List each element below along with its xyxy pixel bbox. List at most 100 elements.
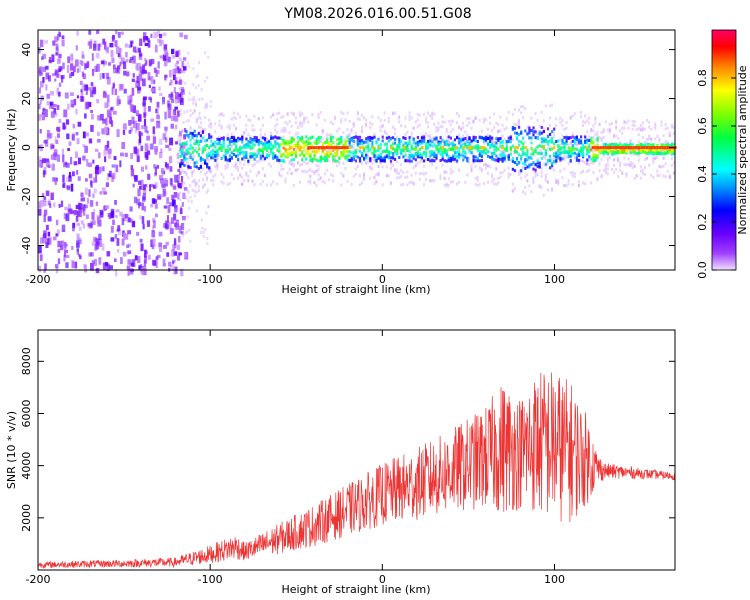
spectrogram-cell xyxy=(664,127,667,131)
spectrogram-cell xyxy=(319,176,322,180)
spectrogram-cell xyxy=(356,155,359,159)
spectrogram-cell xyxy=(150,33,153,38)
spectrogram-cell xyxy=(181,181,184,184)
spectrogram-cell xyxy=(505,139,508,143)
spectrogram-cell xyxy=(109,42,114,48)
spectrogram-cell xyxy=(352,150,355,154)
spectrogram-cell xyxy=(76,95,79,99)
spectrogram-cell xyxy=(128,129,132,134)
spectrogram-cell xyxy=(462,146,465,150)
spectrogram-cell xyxy=(247,118,250,122)
spectrogram-cell xyxy=(208,146,211,149)
spectrogram-cell xyxy=(191,170,194,174)
spectrogram-cell xyxy=(179,108,182,112)
spectrogram-cell xyxy=(470,167,473,170)
spectrogram-cell xyxy=(253,183,256,187)
spectrogram-cell xyxy=(575,135,578,139)
spectrogram-cell xyxy=(168,147,172,152)
spectrogram-cell xyxy=(79,60,82,65)
spectrogram-cell xyxy=(187,162,190,166)
spectrogram-cell xyxy=(406,183,409,187)
spectrogram-cell xyxy=(346,154,349,158)
spectrogram-cell xyxy=(195,150,198,154)
spectrogram-cell xyxy=(75,151,79,158)
spectrogram-cell xyxy=(495,137,498,141)
spectrogram-cell xyxy=(173,74,176,81)
spectrogram-cell xyxy=(305,149,308,153)
spectrogram-cell xyxy=(274,144,277,148)
spectrogram-cell xyxy=(204,139,207,143)
spectrogram-cell xyxy=(327,159,330,163)
spectrogram-cell xyxy=(663,146,667,150)
spectrogram-cell xyxy=(474,155,477,159)
spectrogram-cell xyxy=(668,148,671,152)
spectrogram-cell xyxy=(338,142,341,145)
spectrogram-cell xyxy=(178,131,182,137)
spectrogram-cell xyxy=(559,169,562,173)
spectrogram-cell xyxy=(625,121,628,125)
spectrogram-cell xyxy=(143,70,147,74)
spectrogram-cell xyxy=(491,180,494,184)
y-tick-label: 20 xyxy=(20,92,33,106)
spectrogram-cell xyxy=(176,224,179,228)
spectrogram-cell xyxy=(263,136,267,140)
spectrogram-cell xyxy=(431,113,434,117)
spectrogram-cell xyxy=(596,148,599,152)
spectrogram-cell xyxy=(451,128,454,132)
spectrogram-cell xyxy=(371,143,374,146)
spectrogram-cell xyxy=(451,119,454,123)
spectrogram-cell xyxy=(596,138,599,142)
spectrogram-cell xyxy=(658,174,661,178)
spectrogram-cell xyxy=(91,53,94,61)
spectrogram-cell xyxy=(584,135,587,139)
spectrogram-cell xyxy=(220,113,223,117)
spectrogram-cell xyxy=(654,137,657,141)
spectrogram-cell xyxy=(549,139,552,143)
spectrogram-cell xyxy=(127,269,130,276)
spectrogram-cell xyxy=(185,150,188,154)
spectrogram-cell xyxy=(542,119,545,123)
spectrogram-cell xyxy=(617,156,620,160)
spectrogram-cell xyxy=(571,114,574,118)
spectrogram-cell xyxy=(429,178,432,182)
spectrogram-cell xyxy=(232,148,236,152)
spectrogram-cell xyxy=(546,188,549,192)
spectrogram-cell xyxy=(530,141,533,145)
spectrogram-cell xyxy=(177,80,180,85)
spectrogram-cell xyxy=(470,143,473,147)
spectrogram-cell xyxy=(253,135,256,139)
spectrogram-cell xyxy=(226,158,229,162)
spectrogram-cell xyxy=(205,103,207,106)
spectrogram-cell xyxy=(327,137,330,141)
spectrogram-cell xyxy=(210,139,213,143)
spectrogram-cell xyxy=(210,135,213,139)
spectrogram-cell xyxy=(555,153,558,157)
spectrogram-cell xyxy=(106,251,111,257)
spectrogram-cell xyxy=(197,131,200,135)
spectrogram-cell xyxy=(75,132,79,136)
spectrogram-cell xyxy=(303,120,306,124)
spectrogram-cell xyxy=(195,133,198,137)
spectrogram-cell xyxy=(613,163,615,167)
spectrogram-cell xyxy=(41,56,44,61)
spectrogram-cell xyxy=(458,114,461,118)
spectrogram-cell xyxy=(629,140,632,144)
spectrogram-cell xyxy=(635,173,638,177)
spectrogram-cell xyxy=(330,120,332,124)
spectrogram-cell xyxy=(185,157,188,161)
spectrogram-cell xyxy=(173,87,176,94)
spectrogram-cell xyxy=(456,159,459,163)
spectrogram-cell xyxy=(193,109,196,113)
spectrogram-cell xyxy=(99,113,104,121)
spectrogram-cell xyxy=(257,160,260,164)
spectrogram-cell xyxy=(672,171,675,175)
spectrogram-cell xyxy=(590,181,593,185)
spectrogram-cell xyxy=(178,183,183,189)
spectrogram-cell xyxy=(447,140,450,144)
spectrogram-cell xyxy=(381,139,384,143)
spectrogram-cell xyxy=(199,156,202,160)
spectrogram-cell xyxy=(176,152,180,159)
spectrogram-cell xyxy=(191,151,194,154)
spectrogram-cell xyxy=(134,255,138,261)
